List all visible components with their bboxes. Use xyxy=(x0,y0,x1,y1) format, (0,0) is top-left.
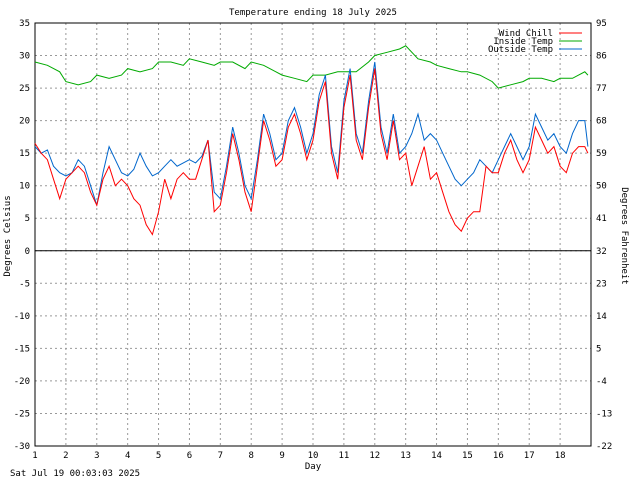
y-tick-label-left: -5 xyxy=(19,279,30,289)
x-tick-label: 10 xyxy=(308,451,319,461)
y-axis-label-left: Degrees Celsius xyxy=(3,195,13,276)
y-axis-label-right: Degrees Fahrenheit xyxy=(619,187,629,285)
y-tick-label-left: -15 xyxy=(14,344,30,354)
x-tick-label: 8 xyxy=(249,451,254,461)
y-tick-label-left: 10 xyxy=(19,182,30,192)
x-tick-label: 12 xyxy=(369,451,380,461)
y-tick-label-right: -13 xyxy=(596,409,612,419)
x-tick-label: 5 xyxy=(156,451,161,461)
x-tick-label: 14 xyxy=(431,451,442,461)
y-tick-label-left: 35 xyxy=(19,19,30,29)
x-axis-label: Day xyxy=(305,462,322,472)
y-tick-label-right: 77 xyxy=(596,84,607,94)
y-tick-label-right: 50 xyxy=(596,182,607,192)
legend-label: Outside Temp xyxy=(488,45,553,55)
x-tick-label: 16 xyxy=(493,451,504,461)
y-tick-label-right: 95 xyxy=(596,19,607,29)
x-tick-label: 7 xyxy=(218,451,223,461)
x-tick-label: 17 xyxy=(524,451,535,461)
plot-frame xyxy=(34,22,592,447)
y-tick-label-left: -10 xyxy=(14,312,30,322)
footer-timestamp: Sat Jul 19 00:03:03 2025 xyxy=(10,469,141,479)
y-tick-label-left: 15 xyxy=(19,149,30,159)
y-tick-label-left: 30 xyxy=(19,52,30,62)
x-tick-label: 9 xyxy=(279,451,284,461)
y-tick-label-right: 41 xyxy=(596,214,607,224)
y-tick-label-right: 5 xyxy=(596,344,601,354)
series-lines xyxy=(34,45,589,236)
x-tick-label: 1 xyxy=(32,451,37,461)
series-line-outside-temp xyxy=(34,61,589,206)
legend-label: Wind Chill xyxy=(499,29,553,39)
y-tick-label-right: 59 xyxy=(596,149,607,159)
x-tick-label: 3 xyxy=(94,451,99,461)
series-line-wind-chill xyxy=(34,68,589,236)
y-tick-label-right: -22 xyxy=(596,442,612,452)
series-line-inside-temp xyxy=(34,45,589,89)
y-tick-label-left: 25 xyxy=(19,84,30,94)
y-tick-label-left: -20 xyxy=(14,377,30,387)
x-tick-label: 2 xyxy=(63,451,68,461)
y-tick-label-right: 68 xyxy=(596,117,607,127)
y-tick-label-left: 20 xyxy=(19,117,30,127)
grid xyxy=(35,23,591,446)
y-tick-label-left: 5 xyxy=(25,214,30,224)
x-tick-label: 6 xyxy=(187,451,192,461)
x-tick-label: 4 xyxy=(125,451,130,461)
legend-label: Inside Temp xyxy=(493,37,553,47)
y-tick-label-right: 32 xyxy=(596,247,607,257)
chart-title: Temperature ending 18 July 2025 xyxy=(229,8,397,18)
y-tick-label-left: -25 xyxy=(14,409,30,419)
y-tick-label-left: -30 xyxy=(14,442,30,452)
y-tick-label-right: 23 xyxy=(596,279,607,289)
x-tick-label: 13 xyxy=(400,451,411,461)
y-tick-label-left: 0 xyxy=(25,247,30,257)
y-tick-label-right: 14 xyxy=(596,312,607,322)
y-tick-label-right: 86 xyxy=(596,52,607,62)
x-tick-label: 15 xyxy=(462,451,473,461)
x-tick-label: 18 xyxy=(555,451,566,461)
y-tick-label-right: -4 xyxy=(596,377,607,387)
x-tick-label: 11 xyxy=(338,451,349,461)
